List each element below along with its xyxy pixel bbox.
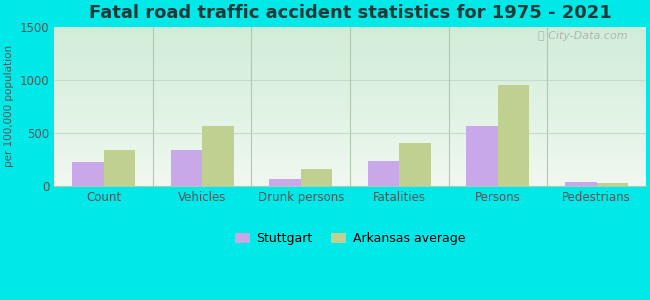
Bar xyxy=(498,85,530,186)
Bar xyxy=(301,169,332,186)
Bar xyxy=(202,126,233,186)
Bar xyxy=(103,150,135,186)
Bar xyxy=(565,182,597,186)
Bar xyxy=(597,183,628,186)
Y-axis label: per 100,000 population: per 100,000 population xyxy=(4,45,14,167)
Bar xyxy=(269,179,301,186)
Bar xyxy=(368,161,399,186)
Title: Fatal road traffic accident statistics for 1975 - 2021: Fatal road traffic accident statistics f… xyxy=(88,4,612,22)
Text: ⓘ City-Data.com: ⓘ City-Data.com xyxy=(538,31,628,41)
Bar xyxy=(170,150,202,186)
Legend: Stuttgart, Arkansas average: Stuttgart, Arkansas average xyxy=(230,227,470,250)
Bar xyxy=(72,162,103,186)
Bar xyxy=(466,126,498,186)
Bar xyxy=(399,143,431,186)
